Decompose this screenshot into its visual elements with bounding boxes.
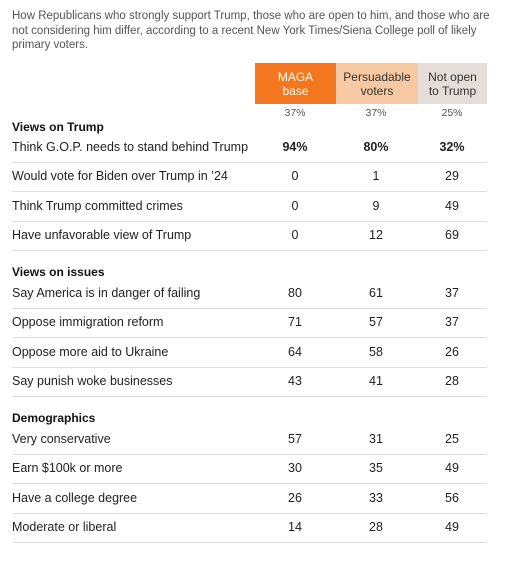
- row-label: Say punish woke businesses: [12, 373, 173, 388]
- column-header-line2: to Trump: [428, 83, 477, 98]
- row-value: 58: [369, 344, 383, 359]
- row-value: 33: [369, 490, 383, 505]
- table-row: Oppose more aid to Ukraine 64 58 26: [12, 338, 487, 368]
- row-value: 29: [445, 169, 459, 184]
- row-label: Have a college degree: [12, 490, 138, 505]
- column-header-line1: Persuadable: [343, 69, 411, 84]
- row-value: 41: [369, 373, 383, 388]
- row-value: 0: [291, 198, 299, 213]
- row-value: 43: [288, 373, 302, 388]
- table-row: Very conservative 57 31 25: [12, 425, 487, 455]
- row-value: 25: [445, 432, 459, 446]
- table-row: Have a college degree 26 33 56: [12, 484, 487, 514]
- row-value: 12: [369, 227, 383, 242]
- row-value: 37: [445, 286, 459, 300]
- table-row: Say America is in danger of failing 80 61 3…: [12, 279, 487, 309]
- row-value: 26: [288, 490, 302, 505]
- row-value: 49: [445, 198, 459, 213]
- table-row: Say punish woke businesses 43 41 28: [12, 367, 487, 397]
- row-value: 14: [288, 519, 302, 534]
- row-value: 9: [372, 198, 380, 213]
- row-value: 64: [288, 344, 302, 359]
- row-value: 32%: [439, 140, 465, 154]
- row-label: Very conservative: [12, 432, 111, 446]
- row-value: 28: [445, 373, 459, 388]
- row-label: Moderate or liberal: [12, 519, 117, 534]
- row-value: 0: [291, 227, 299, 242]
- row-value: 0: [291, 169, 299, 184]
- table-row: Would vote for Biden over Trump in ’24 0 1…: [12, 162, 487, 193]
- column-header-maga: MAGA base: [255, 63, 336, 104]
- row-value: 69: [445, 227, 459, 242]
- column-header-not-open: Not open to Trump: [418, 63, 487, 104]
- section-title: Demographics: [12, 411, 96, 425]
- intro-text: How Republicans who strongly support Tru…: [12, 10, 490, 51]
- row-value: 61: [369, 286, 383, 300]
- row-value: 31: [369, 432, 383, 446]
- row-value: 28: [369, 519, 383, 534]
- column-share-maga: 37%: [284, 107, 306, 119]
- column-share-not-open: 25%: [441, 107, 463, 119]
- row-value: 26: [445, 344, 459, 359]
- row-value: 80: [288, 286, 302, 300]
- row-label: Think Trump committed crimes: [12, 198, 183, 213]
- row-label: Oppose more aid to Ukraine: [12, 344, 169, 359]
- row-value: 57: [288, 432, 302, 446]
- section-title: Views on issues: [12, 265, 105, 279]
- row-value: 49: [445, 519, 459, 534]
- table-row: Think Trump committed crimes 0 9 49: [12, 192, 487, 222]
- row-label: Would vote for Biden over Trump in ’24: [12, 169, 228, 184]
- row-value: 80%: [363, 140, 389, 154]
- row-value: 1: [372, 169, 380, 184]
- row-value: 57: [369, 315, 383, 330]
- row-value: 35: [369, 461, 383, 476]
- section-title: Views on Trump: [12, 120, 104, 134]
- column-header-line1: Not open: [428, 69, 477, 84]
- row-value: 49: [445, 461, 459, 476]
- row-label: Say America is in danger of failing: [12, 286, 201, 300]
- column-header-line1: MAGA: [277, 69, 314, 84]
- column-share-persuadable: 37%: [365, 107, 387, 119]
- row-label: Have unfavorable view of Trump: [12, 227, 192, 242]
- column-header-persuadable: Persuadable voters: [336, 63, 418, 104]
- column-header-line2: voters: [360, 83, 394, 98]
- row-label: Oppose immigration reform: [12, 315, 164, 330]
- table-row: Think G.O.P. needs to stand behind Trump…: [12, 133, 487, 163]
- row-label: Earn $100k or more: [12, 461, 123, 476]
- table-row: Earn $100k or more 30 35 49: [12, 454, 487, 485]
- row-label: Think G.O.P. needs to stand behind Trump: [12, 140, 249, 154]
- row-value: 37: [445, 315, 459, 330]
- table-row: Oppose immigration reform 71 57 37: [12, 308, 487, 339]
- column-header-line2: base: [282, 83, 309, 98]
- row-value: 71: [288, 315, 302, 330]
- row-value: 56: [445, 490, 459, 505]
- row-value: 30: [288, 461, 302, 476]
- row-value: 94%: [282, 140, 308, 154]
- table-row: Moderate or liberal 14 28 49: [12, 513, 487, 543]
- table-row: Have unfavorable view of Trump 0 12 69: [12, 221, 487, 251]
